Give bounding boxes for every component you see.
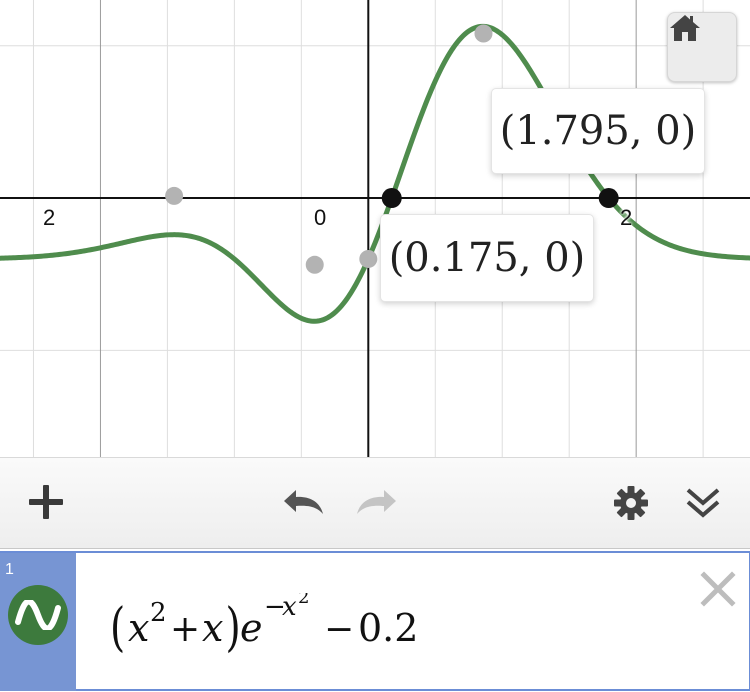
svg-text:x: x (202, 606, 223, 650)
settings-icon (614, 486, 648, 520)
svg-text:): ) (226, 596, 241, 657)
point-label-0175[interactable]: (0.175, 0) (380, 214, 594, 302)
redo-button[interactable] (352, 480, 402, 524)
point-of-interest[interactable] (474, 24, 493, 43)
expression-list: 1 ( x 2 + x ) e − x 2 (0, 548, 750, 692)
svg-text:x: x (128, 606, 149, 650)
expression-toolbar (0, 457, 750, 548)
graph-canvas[interactable] (0, 0, 750, 457)
svg-text:x: x (282, 593, 297, 622)
origin-tick-label: 0 (314, 205, 327, 230)
point-label-1795[interactable]: (1.795, 0) (491, 88, 705, 174)
svg-text:2: 2 (298, 593, 309, 608)
home-icon (670, 15, 700, 41)
svg-text:0.2: 0.2 (358, 606, 418, 650)
delete-expression-button[interactable] (696, 567, 740, 611)
graph-paper[interactable]: 2 0 2 (1.795, 0) (0.175, 0) (0, 0, 750, 457)
expression-tab: 1 (0, 553, 76, 691)
svg-text:−: − (324, 609, 354, 650)
add-item-button[interactable] (22, 478, 70, 526)
point-label-text: (1.795, 0) (499, 108, 697, 154)
settings-button[interactable] (608, 480, 654, 526)
expression-index: 1 (5, 561, 14, 578)
svg-text:−: − (264, 593, 286, 622)
x-tick-label-pos2: 2 (620, 205, 633, 230)
expression-math: ( x 2 + x ) e − x 2 − 0.2 (110, 587, 418, 657)
collapse-icon (686, 488, 720, 518)
expression-input[interactable]: ( x 2 + x ) e − x 2 − 0.2 (110, 587, 470, 665)
svg-text:(: ( (110, 596, 125, 657)
point-of-interest[interactable] (165, 186, 184, 205)
add-icon (29, 485, 63, 519)
svg-text:+: + (170, 609, 200, 650)
wave-icon (15, 600, 61, 630)
x-intercept-point[interactable] (598, 188, 619, 209)
close-icon (700, 571, 736, 607)
point-of-interest[interactable] (359, 249, 378, 268)
undo-icon (284, 490, 323, 514)
home-button[interactable] (667, 12, 737, 82)
x-intercept-point[interactable] (381, 188, 402, 209)
x-tick-label-neg2: 2 (43, 205, 56, 230)
redo-icon (357, 490, 396, 514)
svg-text:e: e (240, 606, 263, 650)
toggle-visibility-button[interactable] (8, 585, 68, 645)
point-label-text: (0.175, 0) (388, 235, 586, 281)
svg-text:2: 2 (150, 598, 167, 628)
collapse-list-button[interactable] (680, 480, 726, 526)
function-curve[interactable] (0, 23, 750, 324)
point-of-interest[interactable] (305, 255, 324, 274)
expression-item[interactable]: 1 ( x 2 + x ) e − x 2 (0, 551, 750, 691)
undo-button[interactable] (278, 480, 328, 524)
